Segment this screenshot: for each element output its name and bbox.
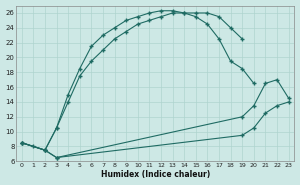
X-axis label: Humidex (Indice chaleur): Humidex (Indice chaleur) [100, 170, 210, 179]
